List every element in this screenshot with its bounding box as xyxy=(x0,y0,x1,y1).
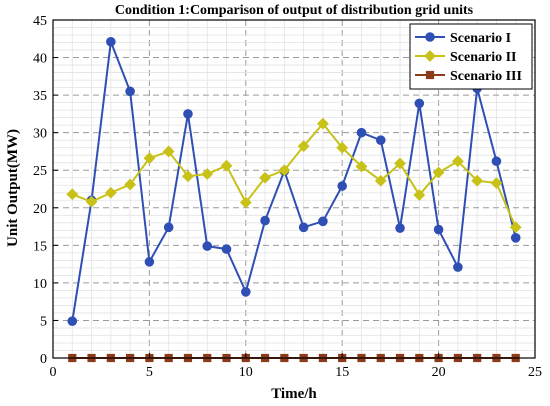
data-point-scenario-i xyxy=(67,316,78,326)
series-line-scenario-i xyxy=(71,41,517,322)
y-tick-label: 0 xyxy=(40,352,47,367)
y-tick-label: 40 xyxy=(33,52,47,67)
series-scenario-i xyxy=(67,36,521,326)
data-point-scenario-ii xyxy=(394,157,406,170)
y-tick-label: 20 xyxy=(33,202,47,217)
data-point-scenario-i xyxy=(106,36,116,47)
x-tick-label: 25 xyxy=(528,365,542,380)
data-point-scenario-i xyxy=(337,181,348,191)
data-point-scenario-i xyxy=(491,156,502,167)
data-point-scenario-ii xyxy=(220,159,233,172)
data-point-scenario-i xyxy=(318,216,328,227)
x-tick-label: 0 xyxy=(50,365,57,380)
data-point-scenario-ii xyxy=(471,174,484,187)
data-point-scenario-ii xyxy=(104,186,117,199)
data-point-scenario-ii xyxy=(490,177,503,189)
data-point-scenario-ii xyxy=(182,170,194,183)
data-point-scenario-i xyxy=(298,222,309,233)
data-point-scenario-ii xyxy=(355,160,368,173)
data-point-scenario-ii xyxy=(297,140,310,153)
data-point-scenario-ii xyxy=(451,155,464,168)
data-point-scenario-ii xyxy=(336,141,349,154)
data-point-scenario-ii xyxy=(85,195,98,208)
data-point-scenario-i xyxy=(453,262,463,272)
data-point-scenario-ii xyxy=(259,171,271,184)
data-point-scenario-i xyxy=(414,98,425,109)
x-tick-label: 15 xyxy=(335,365,349,380)
data-point-scenario-ii xyxy=(143,152,156,165)
data-point-scenario-ii xyxy=(278,164,291,177)
legend-label-scenario-i: Scenario I xyxy=(450,31,511,46)
data-point-scenario-ii xyxy=(413,189,426,201)
series-scenario-ii xyxy=(66,117,522,234)
data-point-scenario-i xyxy=(241,287,251,297)
legend-label-scenario-iii: Scenario III xyxy=(450,69,522,84)
data-point-scenario-ii xyxy=(432,166,445,179)
x-tick-label: 10 xyxy=(239,365,253,380)
x-tick-label: 5 xyxy=(146,365,153,380)
y-axis-title: Unit Output(MW) xyxy=(5,129,21,247)
y-tick-label: 5 xyxy=(40,314,47,329)
axis-ticks: 0 5 10 15 20 25 0 5 10 15 20 25 30 35 40 45 xyxy=(33,14,542,380)
data-point-scenario-ii xyxy=(374,174,387,187)
data-point-scenario-i xyxy=(510,233,521,243)
data-point-scenario-i xyxy=(395,223,405,233)
data-point-scenario-i xyxy=(221,244,232,254)
y-tick-label: 10 xyxy=(33,277,47,292)
y-tick-label: 35 xyxy=(33,89,47,104)
plot-frame xyxy=(52,19,536,359)
data-point-scenario-ii xyxy=(162,145,175,158)
data-point-scenario-i xyxy=(356,127,367,138)
data-point-scenario-i xyxy=(260,215,270,226)
data-point-scenario-i xyxy=(144,257,155,267)
data-point-scenario-i xyxy=(375,135,386,145)
x-tick-label: 20 xyxy=(432,365,446,380)
legend-marker-scenario-iii xyxy=(425,70,435,80)
y-tick-label: 25 xyxy=(33,164,47,179)
data-point-scenario-ii xyxy=(317,117,329,130)
y-tick-label: 15 xyxy=(33,239,47,254)
data-point-scenario-ii xyxy=(239,196,252,209)
data-point-scenario-i xyxy=(183,109,193,119)
data-point-scenario-i xyxy=(163,222,174,233)
data-point-scenario-i xyxy=(125,86,135,97)
data-point-scenario-ii xyxy=(201,168,214,180)
legend: Scenario I Scenario II Scenario III xyxy=(409,23,533,90)
data-point-scenario-i xyxy=(433,224,444,235)
legend-marker-scenario-ii xyxy=(424,50,436,62)
data-point-scenario-ii xyxy=(509,221,522,234)
data-point-scenario-ii xyxy=(66,188,79,201)
legend-marker-scenario-i xyxy=(425,32,435,42)
chart-title: Condition 1:Comparison of output of dist… xyxy=(115,3,474,18)
data-point-scenario-ii xyxy=(124,178,137,191)
y-tick-label: 30 xyxy=(33,127,47,142)
y-tick-label: 45 xyxy=(33,14,47,29)
data-point-scenario-i xyxy=(202,241,213,251)
x-axis-title: Time/h xyxy=(271,386,317,402)
legend-label-scenario-ii: Scenario II xyxy=(450,50,517,65)
